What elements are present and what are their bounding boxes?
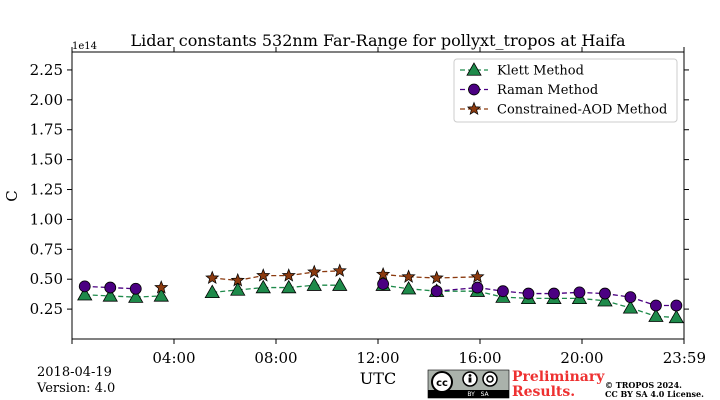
data-point bbox=[401, 269, 416, 283]
license-badge-bottom-strip bbox=[428, 390, 509, 398]
sa-icon-arrow bbox=[486, 375, 494, 383]
y-exponent-label: 1e14 bbox=[72, 41, 97, 52]
data-point bbox=[648, 308, 664, 322]
data-point bbox=[497, 285, 509, 298]
series-constrained-aod-method bbox=[154, 263, 485, 294]
x-tick-label: 23:59 bbox=[663, 349, 706, 367]
data-point bbox=[307, 264, 322, 279]
y-tick-label: 1.50 bbox=[30, 151, 63, 169]
data-point bbox=[650, 299, 662, 312]
legend-label: Constrained-AOD Method bbox=[497, 103, 667, 118]
legend-box bbox=[453, 58, 678, 123]
x-tick-label: 20:00 bbox=[560, 349, 603, 367]
data-point bbox=[204, 284, 220, 299]
data-point bbox=[430, 285, 443, 298]
sa-icon bbox=[482, 371, 498, 387]
data-point bbox=[622, 300, 639, 314]
data-point bbox=[471, 281, 484, 294]
data-point bbox=[154, 280, 169, 294]
series-line-segment bbox=[436, 286, 478, 292]
data-point bbox=[129, 282, 142, 295]
data-point bbox=[429, 270, 444, 285]
y-axis-label: C bbox=[3, 190, 21, 201]
axis-ticks: 0.25 0.50 0.75 1.00 1.25 1.50 1.75 2.00 2.25 04:0… bbox=[30, 47, 706, 367]
data-point bbox=[573, 286, 586, 299]
y-tick-label: 0.25 bbox=[30, 300, 63, 318]
legend-marker bbox=[468, 83, 480, 96]
copyright-line-2: CC BY SA 4.0 License. bbox=[605, 389, 704, 399]
x-axis-label: UTC bbox=[360, 369, 396, 388]
cc-icon-glyph: cc bbox=[436, 378, 448, 389]
license-badge-text: BY SA bbox=[467, 391, 489, 398]
data-point bbox=[255, 279, 271, 294]
x-tick-label: 04:00 bbox=[152, 349, 195, 367]
data-point bbox=[128, 289, 144, 303]
data-point bbox=[153, 288, 169, 302]
series-line-segment bbox=[383, 273, 409, 278]
data-point bbox=[668, 309, 685, 324]
legend-marker bbox=[466, 62, 482, 76]
data-point bbox=[400, 280, 417, 295]
by-icon-body bbox=[468, 377, 472, 383]
data-point bbox=[597, 292, 613, 307]
chart-title: Lidar constants 532nm Far-Range for poll… bbox=[130, 31, 625, 50]
by-icon-head bbox=[468, 374, 472, 377]
data-point bbox=[306, 277, 322, 291]
series-line-segment bbox=[408, 276, 437, 279]
x-tick-label: 08:00 bbox=[254, 349, 297, 367]
x-tick-label: 12:00 bbox=[356, 349, 399, 367]
cc-icon bbox=[431, 371, 453, 393]
data-point bbox=[205, 270, 220, 285]
data-point bbox=[376, 266, 391, 281]
data-point bbox=[599, 287, 611, 300]
footer-version: Version: 4.0 bbox=[36, 381, 115, 396]
series-line-segment bbox=[212, 277, 238, 282]
y-tick-label: 1.25 bbox=[30, 181, 63, 199]
data-point bbox=[670, 299, 683, 312]
y-tick-label: 0.50 bbox=[30, 270, 63, 288]
legend: Klett Method Raman Method Constrained-AOD … bbox=[453, 58, 678, 123]
series-line-segment bbox=[288, 284, 315, 289]
data-point bbox=[470, 269, 485, 283]
copyright-line-1: © TROPOS 2024. bbox=[605, 380, 682, 390]
preliminary-line-2: Results. bbox=[512, 384, 575, 400]
y-tick-label: 0.75 bbox=[30, 240, 63, 258]
data-point bbox=[624, 291, 637, 304]
x-tick-label: 16:00 bbox=[458, 349, 501, 367]
series-raman-method bbox=[78, 278, 683, 312]
data-point bbox=[332, 277, 348, 291]
y-tick-label: 2.00 bbox=[30, 91, 63, 109]
y-tick-label: 1.75 bbox=[30, 121, 63, 139]
preliminary-line-1: Preliminary bbox=[512, 369, 605, 385]
data-point bbox=[548, 287, 560, 300]
data-point bbox=[230, 272, 245, 287]
legend-label: Klett Method bbox=[497, 64, 584, 79]
data-point bbox=[230, 282, 246, 296]
series-line-segment bbox=[212, 289, 238, 294]
data-point bbox=[78, 280, 91, 293]
series-line-segment bbox=[436, 276, 478, 279]
data-point bbox=[281, 279, 297, 294]
data-point bbox=[281, 268, 296, 282]
data-point bbox=[256, 268, 271, 282]
legend-marker bbox=[466, 101, 482, 116]
cc-by-sa-license-badge: cc BY SA bbox=[427, 369, 510, 399]
y-tick-label: 1.00 bbox=[30, 210, 63, 228]
legend-label: Raman Method bbox=[497, 83, 598, 98]
y-tick-label: 2.25 bbox=[30, 61, 63, 79]
data-point bbox=[377, 278, 390, 290]
data-point bbox=[102, 288, 118, 302]
data-point bbox=[104, 281, 117, 294]
data-point bbox=[77, 286, 93, 301]
data-point bbox=[332, 263, 347, 277]
series-layer bbox=[77, 263, 685, 324]
series-line-segment bbox=[237, 286, 264, 291]
data-point bbox=[522, 287, 535, 300]
footer-date: 2018-04-19 bbox=[37, 365, 112, 380]
